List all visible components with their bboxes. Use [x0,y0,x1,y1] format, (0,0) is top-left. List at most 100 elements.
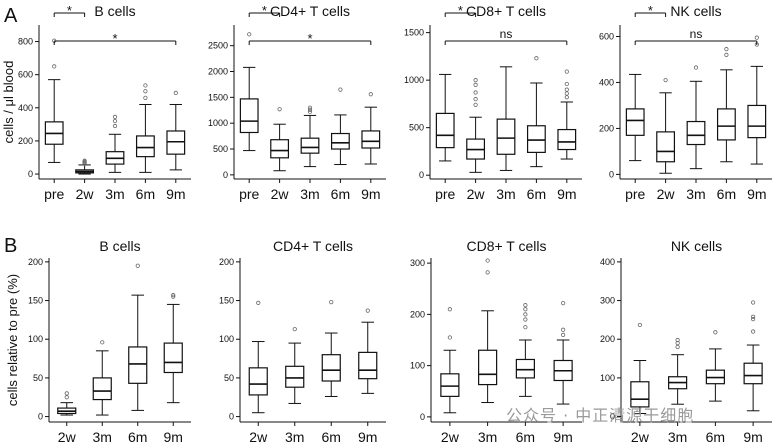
y-tick-label: 0 [419,170,424,180]
box-iqr [440,373,460,397]
significance-label: * [648,3,653,18]
outlier-point [564,69,569,74]
outlier-point [307,109,313,114]
outlier-point [534,56,539,61]
box-iqr [361,130,381,149]
outlier-point [143,83,148,88]
x-tick-label: 3m [478,429,497,445]
outlier-point [564,95,569,100]
x-tick-label: 6m [322,429,341,445]
x-tick-label: 9m [358,429,377,445]
x-tick-label: 3m [686,186,705,202]
outlier-point [561,332,566,337]
outlier-point [247,32,252,37]
chart-7: NK cells 0 100 200 300 400 2w 3m 6m 9m [600,238,772,445]
outlier-point [52,64,57,69]
outlier-point [751,300,756,305]
chart-title: CD4+ T cells [273,238,353,254]
y-tick-label: 0 [610,412,615,422]
outlier-point [473,78,478,83]
x-tick-label: 3m [496,186,515,202]
x-tick-label: 6m [128,429,147,445]
y-tick-label: 600 [599,31,614,41]
x-tick-label: 2w [76,186,95,202]
outlier-point [675,337,680,343]
x-tick-label: pre [239,186,259,202]
box-iqr [716,108,736,141]
panel-label-b: B [4,235,17,257]
significance-label: * [112,31,117,46]
y-tick-label: 200 [18,136,33,146]
x-tick-label: 2w [249,429,268,445]
y-tick-label: 150 [219,296,234,306]
chart-2: CD8+ T cells 0 500 1000 1500 pre 2w 3m 6m 9m * ns [404,3,582,202]
y-tick-label: 1500 [208,92,228,102]
outlier-point [663,78,668,83]
y-tick-label: 1000 [208,118,228,128]
chart-0: B cells 0 200 400 600 800 cells / μl blood pre 2… [1,3,191,202]
y-tick-label: 1500 [404,28,424,38]
outlier-point [277,107,282,112]
outlier-point [564,87,569,92]
y-tick-label: 200 [599,123,614,133]
y-tick-label: 2500 [208,41,228,51]
charts: B cells 0 200 400 600 800 cells / μl blood pre 2… [1,3,772,445]
chart-6: CD8+ T cells 0 100 200 300 2w 3m 6m 9m [410,238,582,445]
outlier-point [561,300,566,306]
outlier-point [173,90,178,95]
y-tick-label: 200 [28,257,43,267]
outlier-point [365,308,370,313]
y-tick-label: 100 [410,361,425,371]
x-tick-label: 9m [747,186,766,202]
y-axis-title: cells relative to pre (%) [5,274,20,406]
outlier-point [751,317,756,322]
x-tick-label: 6m [706,429,725,445]
y-tick-label: 1000 [404,75,424,85]
outlier-point [473,102,478,107]
outlier-point [561,327,566,332]
box-iqr [557,128,577,151]
outlier-point [473,82,478,87]
chart-5: CD4+ T cells 0 50 100 150 200 2w 3m 6m 9m [219,238,386,445]
outlier-point [292,327,297,332]
y-tick-label: 200 [410,309,425,319]
x-tick-label: 6m [331,186,350,202]
outlier-point [724,52,729,57]
outlier-point [693,65,699,70]
x-tick-label: 3m [93,429,112,445]
y-tick-label: 0 [609,169,614,179]
y-tick-label: 200 [600,334,615,344]
box-iqr [163,342,183,374]
y-axis-title: cells / μl blood [1,61,16,144]
outlier-point [523,317,528,322]
box-iqr [285,365,305,388]
outlier-point [307,107,313,112]
x-tick-label: 6m [136,186,155,202]
box-iqr [515,358,535,379]
box-iqr [656,131,676,163]
chart-title: B cells [94,3,135,19]
chart-title: NK cells [670,3,721,19]
chart-title: CD4+ T cells [270,3,350,19]
significance-label: ns [690,27,703,41]
y-tick-label: 0 [229,412,234,422]
chart-1: CD4+ T cells 0 500 1000 1500 2000 2500 pre 2w 3m 6… [208,3,386,202]
outlier-point [523,303,528,308]
x-tick-label: 2w [631,429,650,445]
box-iqr [686,120,706,146]
outlier-point [171,293,176,298]
box-iqr [248,367,268,396]
significance-label: * [307,31,312,46]
box-iqr [300,137,320,154]
box-iqr [128,346,148,384]
x-tick-label: 2w [58,429,77,445]
outlier-point [100,340,105,345]
box-iqr [321,354,341,382]
outlier-point [329,299,334,305]
outlier-point [485,258,490,263]
outlier-point [751,314,756,319]
x-tick-label: 9m [166,186,185,202]
outlier-point [675,344,680,350]
box-iqr [630,381,650,408]
